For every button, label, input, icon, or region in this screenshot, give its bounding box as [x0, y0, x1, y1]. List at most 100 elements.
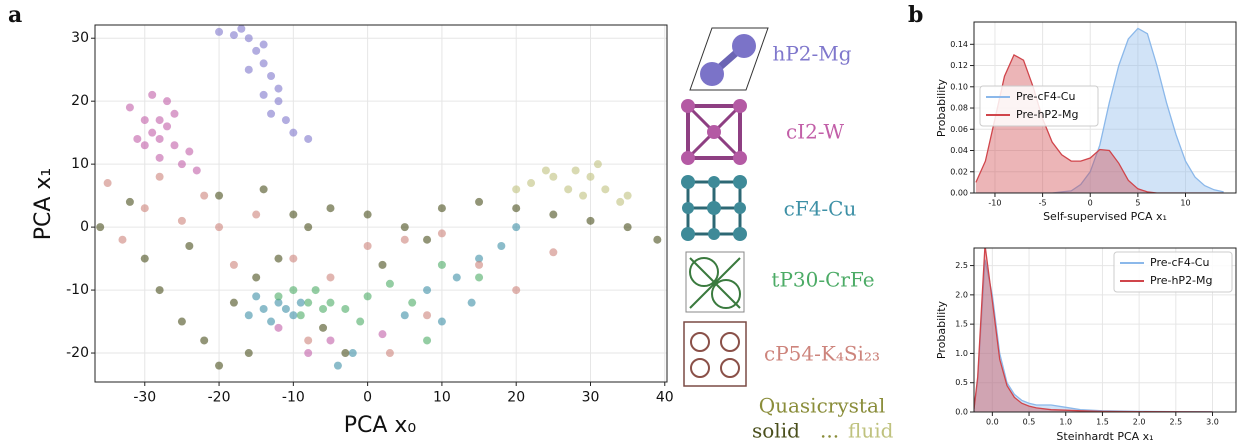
point	[601, 185, 610, 194]
plot-area	[96, 25, 662, 370]
legend-label: cI2-W	[786, 120, 844, 144]
point	[437, 204, 446, 213]
point	[244, 311, 253, 320]
point	[237, 25, 246, 33]
y-tick-label: 20	[71, 93, 89, 109]
point	[192, 166, 201, 175]
icon-tp30	[685, 251, 745, 313]
point	[385, 349, 394, 358]
point	[252, 46, 261, 55]
point	[281, 116, 290, 125]
area	[975, 28, 1224, 193]
y-tick-label: 0.10	[950, 82, 968, 91]
point	[200, 191, 209, 200]
point	[267, 72, 276, 80]
point	[274, 97, 283, 106]
x-tick-label: 1.0	[1059, 418, 1072, 427]
point	[579, 191, 588, 200]
legend-label: tP30-CrFe	[771, 268, 874, 292]
point	[274, 254, 283, 263]
point	[133, 134, 142, 143]
x-tick-label: 10	[1180, 199, 1190, 208]
plot-frame	[973, 247, 1237, 413]
point	[333, 361, 342, 370]
y-tick-label: 0.06	[950, 125, 968, 134]
point	[259, 304, 268, 313]
point	[215, 361, 224, 370]
point	[244, 34, 253, 43]
point	[252, 292, 261, 301]
x-axis-label: Steinhardt PCA x₁	[1056, 430, 1153, 443]
point	[423, 286, 432, 295]
point	[252, 210, 261, 219]
point	[96, 223, 105, 232]
point	[229, 31, 238, 40]
y-tick-label: 0.00	[950, 189, 968, 198]
point	[185, 242, 194, 250]
point	[400, 311, 409, 320]
point	[155, 153, 164, 162]
point	[549, 210, 558, 219]
point	[593, 160, 602, 169]
point	[378, 330, 387, 339]
y-tick-label: 0	[80, 219, 89, 235]
point	[475, 254, 484, 263]
legend-label: Pre-hP2-Mg	[1016, 108, 1079, 121]
point	[400, 235, 409, 244]
point	[512, 185, 521, 194]
point	[326, 298, 335, 307]
point	[341, 304, 350, 313]
y-tick-label: 30	[71, 30, 89, 46]
point	[512, 286, 521, 295]
y-tick-label: 0.02	[950, 167, 968, 176]
point	[423, 311, 432, 320]
point	[348, 349, 357, 358]
area	[975, 54, 1224, 193]
x-tick-label: 0	[363, 390, 372, 406]
y-axis-label: PCA x₁	[31, 168, 56, 241]
legend-sep: ...	[820, 419, 839, 443]
point	[215, 223, 224, 232]
point	[274, 292, 283, 301]
x-tick-label: 0.0	[986, 418, 999, 427]
x-tick-label: 3.0	[1206, 418, 1219, 427]
x-axis-label: PCA x₀	[344, 413, 417, 438]
point	[326, 336, 335, 345]
point	[541, 166, 550, 175]
y-tick-label: 0.14	[950, 40, 968, 49]
point	[378, 260, 387, 269]
point	[252, 273, 261, 282]
x-tick-label: -10	[282, 390, 305, 406]
point	[274, 84, 283, 93]
point	[363, 292, 372, 301]
x-axis-label: Self-supervised PCA x₁	[1043, 210, 1167, 223]
point	[304, 134, 313, 143]
structure-icons	[681, 27, 769, 387]
point	[527, 179, 536, 188]
point	[623, 191, 632, 200]
point	[475, 260, 484, 269]
y-tick-label: 2.5	[955, 261, 968, 270]
point	[259, 59, 268, 68]
x-tick-label: 2.5	[1169, 418, 1182, 427]
point	[311, 286, 320, 295]
x-tick-label: -30	[133, 390, 156, 406]
point	[564, 185, 573, 194]
point	[170, 141, 179, 150]
point	[155, 286, 164, 295]
point	[215, 27, 224, 36]
x-tick-label: -20	[208, 390, 231, 406]
x-tick-label: -5	[1039, 199, 1047, 208]
legend-title: Quasicrystal	[759, 394, 886, 418]
point	[289, 128, 298, 137]
point	[304, 336, 313, 345]
icon-ci2	[686, 104, 742, 160]
point	[319, 323, 328, 332]
point	[140, 254, 149, 263]
x-tick-label: 5	[1135, 199, 1140, 208]
point	[177, 317, 186, 326]
plot-area	[975, 27, 1224, 193]
panel-label: b	[908, 2, 923, 28]
point	[244, 349, 253, 358]
panel-label: a	[8, 2, 22, 28]
